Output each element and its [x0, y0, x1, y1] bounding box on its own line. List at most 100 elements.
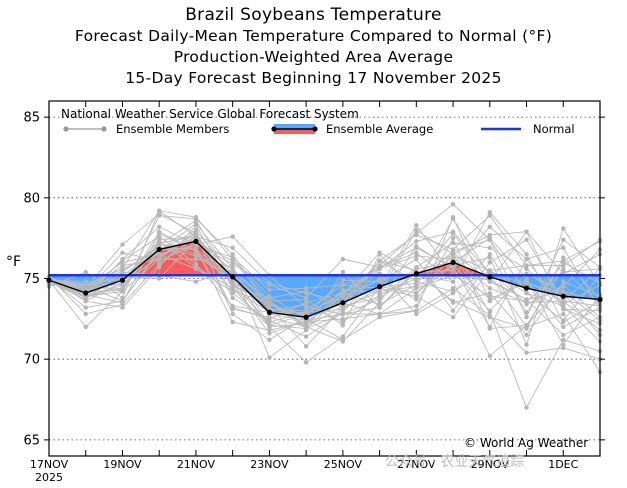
ensemble-member-point	[414, 227, 419, 233]
ensemble-member-point	[230, 285, 235, 291]
ensemble-member-point	[414, 276, 419, 281]
ensemble-member-point	[487, 268, 492, 273]
ensemble-average-point	[119, 277, 126, 283]
ensemble-member-point	[340, 277, 346, 283]
x-tick-label: 19NOV	[103, 458, 142, 471]
ensemble-member-point	[561, 306, 566, 312]
ensemble-member-point	[340, 256, 346, 262]
ensemble-member-point	[524, 276, 529, 281]
ensemble-average-point	[266, 309, 272, 315]
ensemble-member-point	[561, 337, 566, 343]
ensemble-member-point	[487, 245, 492, 251]
ensemble-member-point	[414, 239, 419, 244]
ensemble-member-point	[561, 311, 566, 317]
ensemble-average-point	[83, 290, 89, 296]
ensemble-member-point	[193, 265, 199, 270]
x-tick-label: 27NOV	[397, 458, 436, 471]
ensemble-member-point	[120, 269, 125, 275]
ensemble-member-point	[267, 295, 272, 301]
ensemble-member-point	[377, 311, 382, 317]
ensemble-member-point	[340, 319, 346, 325]
y-tick-label: 65	[23, 433, 40, 448]
ensemble-member-point	[267, 337, 272, 343]
ensemble-member-point	[303, 289, 309, 294]
ensemble-member-point	[524, 342, 529, 347]
ensemble-member-point	[450, 268, 456, 273]
ensemble-member-point	[377, 266, 382, 272]
ensemble-member-line	[48, 235, 601, 323]
ensemble-member-point	[524, 266, 529, 272]
ensemble-member-point	[414, 256, 419, 262]
ensemble-member-point	[230, 306, 235, 312]
legend-members-marker	[101, 126, 107, 132]
ensemble-average-point	[413, 271, 419, 277]
watermark: 公众号 · 农业天气追踪	[385, 454, 525, 470]
chart-subtitle-2: Production-Weighted Area Average	[173, 48, 454, 66]
ensemble-member-point	[450, 308, 456, 313]
ensemble-member-point	[487, 353, 492, 359]
ensemble-member-point	[303, 321, 309, 326]
y-tick-label: 80	[23, 191, 40, 206]
x-tick-label: 29NOV	[471, 458, 510, 471]
ensemble-member-point	[450, 300, 456, 305]
ensemble-member-point	[561, 263, 566, 268]
y-tick-label: 85	[23, 111, 40, 126]
ensemble-member-line	[48, 224, 601, 363]
ensemble-member-point	[193, 227, 199, 233]
ensemble-average-point	[450, 259, 456, 265]
ensemble-member-point	[340, 287, 346, 292]
ensemble-member-line	[48, 224, 601, 302]
ensemble-member-point	[267, 355, 272, 360]
ensemble-member-point	[561, 282, 566, 288]
ensemble-member-point	[340, 306, 346, 312]
ensemble-member-point	[487, 232, 492, 238]
ensemble-member-point	[340, 339, 346, 344]
ensemble-average-point	[523, 285, 530, 291]
ensemble-member-point	[193, 261, 199, 267]
ensemble-member-point	[524, 332, 529, 338]
ensemble-member-point	[377, 302, 382, 307]
ensemble-member-point	[340, 311, 346, 317]
ensemble-member-point	[414, 244, 419, 249]
ensemble-member-point	[83, 269, 88, 275]
ensemble-member-point	[561, 260, 566, 265]
ensemble-member-point	[303, 302, 309, 307]
ensemble-member-point	[450, 279, 456, 284]
ensemble-member-point	[303, 360, 309, 365]
ensemble-average-point	[230, 274, 236, 280]
ensemble-member-point	[450, 216, 456, 221]
ensemble-member-point	[414, 250, 419, 255]
ensemble-member-point	[561, 319, 566, 325]
ensemble-member-point	[414, 290, 419, 296]
ensemble-member-point	[157, 258, 162, 263]
ensemble-member-point	[487, 210, 492, 215]
legend-header: National Weather Service Global Forecast…	[61, 107, 359, 121]
ensemble-average-point	[303, 314, 309, 320]
ensemble-member-point	[193, 223, 199, 228]
ensemble-member-point	[524, 229, 529, 234]
legend-label-normal: Normal	[533, 122, 575, 136]
ensemble-member-point	[120, 263, 125, 268]
ensemble-member-point	[414, 282, 419, 288]
ensemble-member-point	[157, 253, 162, 259]
ensemble-member-point	[561, 237, 566, 242]
x-tick-label: 17NOV	[30, 458, 69, 471]
ensemble-member-point	[267, 287, 272, 292]
ensemble-average-point	[377, 283, 383, 290]
ensemble-member-line	[48, 226, 601, 342]
ensemble-member-point	[193, 248, 199, 254]
y-tick-label: 75	[23, 272, 40, 287]
ensemble-member-point	[83, 324, 88, 330]
ensemble-member-point	[561, 255, 566, 260]
ensemble-member-point	[450, 315, 456, 320]
ensemble-member-line	[48, 223, 601, 359]
ensemble-member-point	[267, 324, 272, 330]
ensemble-member-point	[414, 253, 419, 259]
ensemble-member-point	[83, 311, 88, 317]
ensemble-member-point	[377, 250, 382, 255]
ensemble-member-point	[120, 285, 125, 291]
ensemble-member-line	[48, 232, 601, 334]
ensemble-member-point	[340, 269, 346, 275]
y-axis-label: °F	[6, 254, 21, 270]
